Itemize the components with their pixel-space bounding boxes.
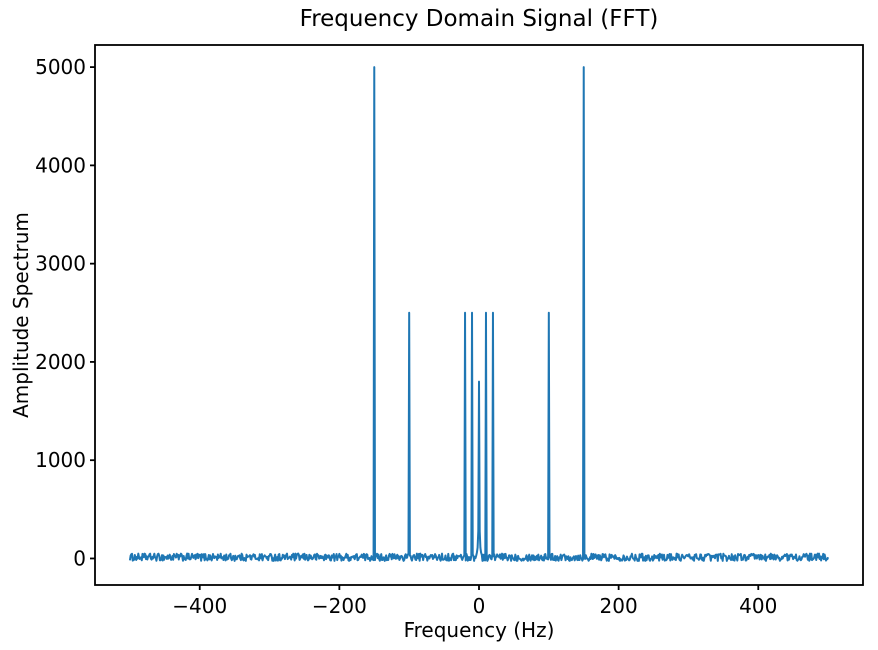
y-tick-label: 1000	[35, 448, 86, 472]
x-tick-label: 0	[473, 594, 486, 618]
x-tick-label: −200	[312, 594, 367, 618]
chart-title: Frequency Domain Signal (FFT)	[299, 6, 659, 32]
x-tick-label: 200	[600, 594, 638, 618]
plot-border	[94, 44, 864, 586]
y-tick-label: 0	[73, 546, 86, 570]
x-tick-label: 400	[739, 594, 777, 618]
tick-marks	[90, 66, 760, 590]
spectrum-line	[128, 66, 830, 562]
y-tick-label: 2000	[35, 350, 86, 374]
x-tick-label: −400	[172, 594, 227, 618]
y-tick-label: 5000	[35, 55, 86, 79]
y-tick-label: 4000	[35, 153, 86, 177]
x-axis-label: Frequency (Hz)	[403, 618, 555, 642]
y-tick-label: 3000	[35, 252, 86, 276]
